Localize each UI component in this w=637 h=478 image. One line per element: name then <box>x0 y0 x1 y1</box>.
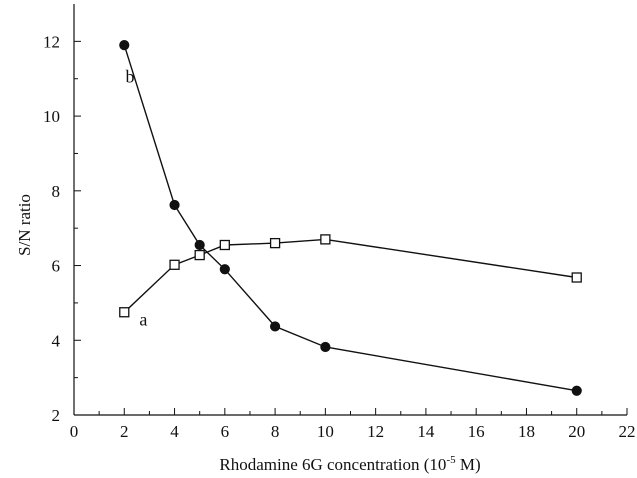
x-tick-label-20: 20 <box>568 422 585 441</box>
x-axis-title-text: Rhodamine 6G concentration (10 <box>219 455 446 474</box>
series-b-point <box>320 341 331 353</box>
x-tick-label-22: 22 <box>619 422 636 441</box>
y-tick-label-6: 6 <box>52 257 61 276</box>
y-tick-label-12: 12 <box>43 32 60 51</box>
x-tick-label-14: 14 <box>417 422 435 441</box>
series-b-point <box>219 264 230 275</box>
x-tick-label-4: 4 <box>170 422 179 441</box>
series-b-point <box>269 321 281 332</box>
y-axis-title: S/N ratio <box>15 194 34 256</box>
y-tick-label-10: 10 <box>43 107 60 126</box>
series-a-line <box>123 238 577 313</box>
axes <box>73 4 627 416</box>
series-b-point <box>169 199 180 211</box>
series-a-point <box>169 259 180 270</box>
series-a-point <box>320 234 331 245</box>
x-axis-title-exponent: -5 <box>446 454 456 466</box>
series-a-label: a <box>139 309 147 329</box>
series-b-point <box>571 385 582 396</box>
series-b-label: b <box>126 66 135 86</box>
series-b-point <box>119 40 130 51</box>
series-a-point <box>571 272 582 283</box>
y-tick-label-8: 8 <box>52 182 61 201</box>
tick-marks <box>73 40 628 416</box>
series-a-point <box>194 249 205 261</box>
x-tick-label-8: 8 <box>271 422 280 441</box>
series-a-point <box>269 237 281 249</box>
series-b <box>119 40 582 396</box>
x-axis-title: Rhodamine 6G concentration (10-5 M) <box>219 454 480 474</box>
series-group <box>119 40 582 396</box>
x-axis-title-unit: M) <box>456 455 481 474</box>
x-tick-label-0: 0 <box>70 422 79 441</box>
x-tick-label-6: 6 <box>221 422 230 441</box>
x-tick-label-10: 10 <box>317 422 334 441</box>
series-b-point <box>194 239 205 251</box>
series-a <box>119 234 582 318</box>
y-tick-label-2: 2 <box>52 406 61 425</box>
y-tick-label-4: 4 <box>52 331 61 350</box>
x-tick-label-18: 18 <box>518 422 535 441</box>
x-tick-label-2: 2 <box>120 422 129 441</box>
series-a-point <box>119 307 130 318</box>
x-tick-label-16: 16 <box>468 422 485 441</box>
series-a-point <box>219 239 230 251</box>
x-tick-label-12: 12 <box>367 422 384 441</box>
series-b-line <box>123 44 577 392</box>
